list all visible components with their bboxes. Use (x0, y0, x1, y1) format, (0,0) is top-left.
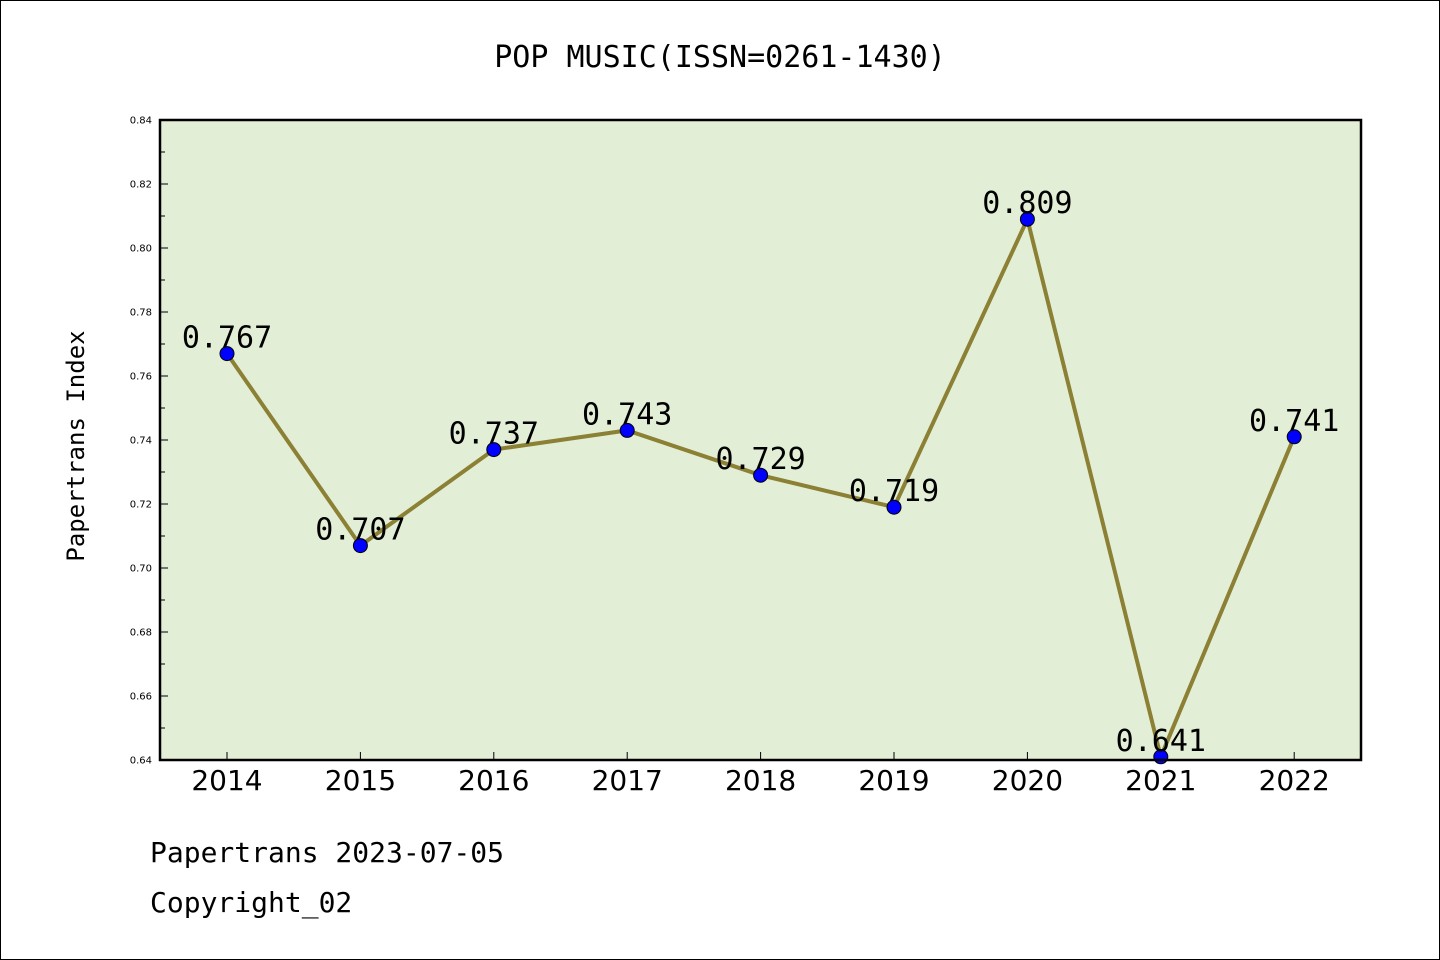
series-line-group (219, 211, 1302, 765)
x-tick-label: 2019 (858, 764, 929, 797)
data-label: 0.737 (449, 417, 539, 452)
y-axis-label: Papertrans Index (62, 330, 90, 561)
y-tick-label: 0.78 (130, 308, 152, 319)
data-label: 0.707 (315, 513, 405, 548)
y-tick-label: 0.70 (130, 564, 152, 575)
chart-title: POP MUSIC(ISSN=0261-1430) (494, 40, 946, 75)
data-label: 0.743 (582, 397, 672, 432)
plot-border (158, 118, 1363, 762)
y-tick-label: 0.76 (130, 372, 152, 383)
data-point (1286, 429, 1302, 445)
data-point (619, 422, 635, 438)
y-tick-label: 0.82 (130, 180, 152, 191)
data-label: 0.641 (1116, 724, 1206, 759)
plot-area (160, 120, 1361, 760)
x-tick-label: 2022 (1259, 764, 1330, 797)
data-point (486, 442, 502, 458)
data-label: 0.729 (715, 442, 805, 477)
data-point (753, 467, 769, 483)
data-point (1019, 211, 1035, 227)
footer-date: Papertrans 2023-07-05 (150, 836, 505, 869)
data-point (219, 346, 235, 362)
y-tick-label: 0.84 (130, 116, 152, 127)
y-tick-label: 0.66 (130, 692, 152, 703)
data-labels-group: 0.767 0.707 0.737 0.743 0.729 0.719 0.809 0.641… (182, 186, 1340, 759)
data-label: 0.809 (982, 186, 1072, 221)
x-tick-label: 2017 (592, 764, 663, 797)
data-point (886, 499, 902, 515)
data-label: 0.741 (1249, 404, 1339, 439)
x-tick-label: 2015 (325, 764, 396, 797)
footer-copyright: Copyright_02 (150, 886, 353, 919)
y-tick-label: 0.64 (130, 756, 152, 767)
y-axis: 0.64 0.66 0.68 0.70 0.72 0.74 0.76 0.78 0.80 0.82… (130, 116, 168, 767)
data-label: 0.719 (849, 474, 939, 509)
y-tick-label: 0.68 (130, 628, 152, 639)
x-tick-label: 2014 (191, 764, 262, 797)
x-tick-label: 2020 (992, 764, 1063, 797)
x-tick-label: 2021 (1125, 764, 1196, 797)
y-tick-label: 0.80 (130, 244, 152, 255)
y-tick-label: 0.72 (130, 500, 152, 511)
x-tick-label: 2018 (725, 764, 796, 797)
x-tick-label: 2016 (458, 764, 529, 797)
y-tick-label: 0.74 (130, 436, 152, 447)
x-axis: 2014 2015 2016 2017 2018 2019 2020 2021 2022 (191, 752, 1330, 797)
data-label: 0.767 (182, 321, 272, 356)
data-point (352, 538, 368, 554)
